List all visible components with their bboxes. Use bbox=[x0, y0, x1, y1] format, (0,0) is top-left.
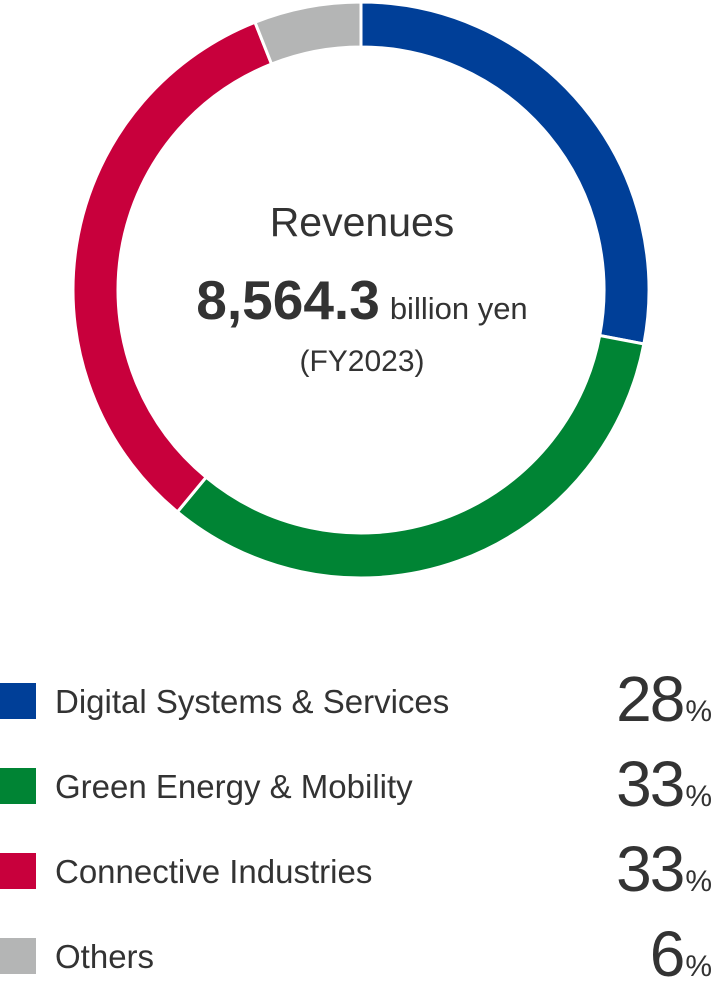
legend-item: Connective Industries 33% bbox=[0, 830, 712, 915]
legend-swatch bbox=[0, 938, 36, 974]
percentage-value: 33 bbox=[616, 748, 685, 820]
percentage-value: 33 bbox=[616, 833, 685, 905]
percent-sign: % bbox=[685, 950, 712, 983]
total-revenue-value: 8,564.3 bbox=[196, 269, 380, 331]
donut-chart bbox=[71, 0, 651, 580]
legend-item: Green Energy & Mobility 33% bbox=[0, 745, 712, 830]
chart-center-total: 8,564.3 billion yen bbox=[110, 268, 614, 347]
legend-swatch bbox=[0, 853, 36, 889]
total-revenue-unit: billion yen bbox=[389, 291, 528, 326]
legend-label: Connective Industries bbox=[55, 853, 373, 890]
legend-swatch bbox=[0, 683, 36, 719]
chart-center-title: Revenues bbox=[269, 199, 455, 245]
legend-percentage: 28% bbox=[616, 664, 712, 752]
legend-item: Digital Systems & Services 28% bbox=[0, 660, 712, 745]
percentage-value: 6 bbox=[649, 918, 686, 990]
legend-percentage: 33% bbox=[616, 749, 712, 837]
legend-swatch bbox=[0, 768, 36, 804]
legend-label: Green Energy & Mobility bbox=[55, 768, 413, 805]
legend: Digital Systems & Services 28% Green Ene… bbox=[0, 660, 712, 1000]
legend-percentage: 6% bbox=[650, 919, 712, 1007]
legend-label: Others bbox=[55, 938, 155, 975]
percent-sign: % bbox=[685, 695, 712, 728]
percentage-value: 28 bbox=[616, 663, 685, 735]
donut-slice bbox=[253, 0, 363, 67]
percent-sign: % bbox=[685, 780, 712, 813]
legend-item: Others 6% bbox=[0, 915, 712, 1000]
legend-percentage: 33% bbox=[616, 834, 712, 922]
percent-sign: % bbox=[685, 865, 712, 898]
chart-center-period: (FY2023) bbox=[299, 345, 425, 378]
legend-label: Digital Systems & Services bbox=[55, 683, 450, 720]
